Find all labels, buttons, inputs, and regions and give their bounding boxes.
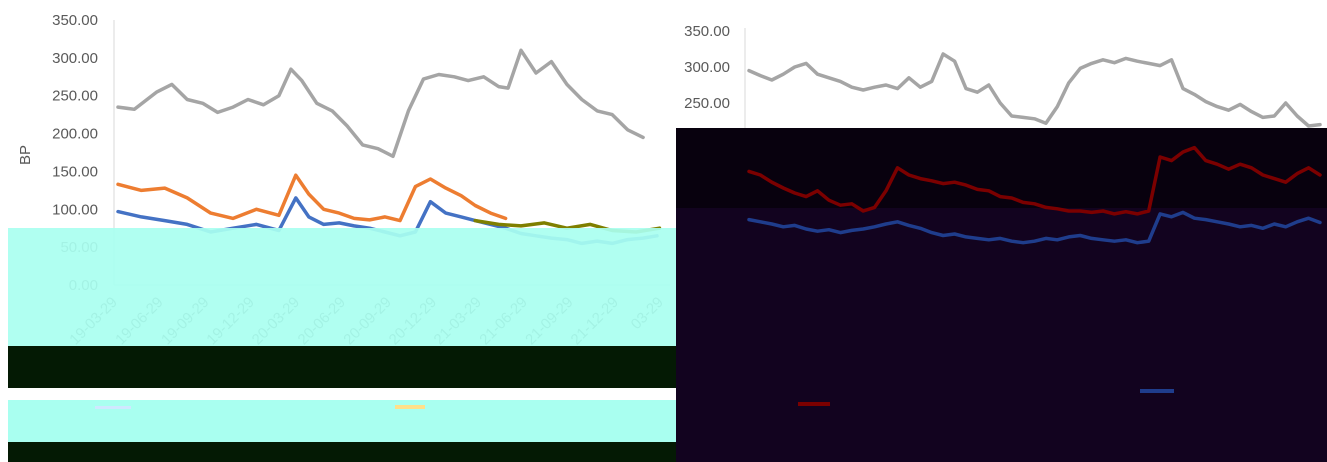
- glitch-overlays: [8, 128, 1327, 462]
- left-y-tick-label: 100.00: [52, 201, 98, 218]
- left-series-line-1: [116, 48, 645, 159]
- right-series-line-1: [747, 52, 1322, 128]
- black-overlay-block-bottom: [8, 442, 676, 462]
- right-series-line-3: [747, 210, 1322, 245]
- blue-legend-fragment: [1140, 389, 1174, 393]
- left-series-line-2: [116, 173, 508, 223]
- left-y-tick-label: 350.00: [52, 12, 98, 29]
- right-series-overlay-group: [747, 145, 1322, 245]
- left-y-axis-label: BP: [17, 145, 34, 165]
- left-y-tick-label: 200.00: [52, 126, 98, 143]
- left-y-tick-label: 250.00: [52, 88, 98, 105]
- right-y-tick-label: 350.00: [684, 23, 730, 40]
- right-series-line-2: [747, 145, 1322, 216]
- cyan-overlay-block: [8, 228, 676, 346]
- right-series-group: [747, 52, 1322, 128]
- black-overlay-block: [8, 346, 676, 388]
- red-legend-fragment: [798, 402, 830, 406]
- yellow-legend-fragment: [395, 405, 425, 409]
- dark-band-overlay: [676, 128, 1327, 208]
- left-y-tick-label: 300.00: [52, 50, 98, 67]
- left-y-tick-label: 150.00: [52, 163, 98, 180]
- right-y-tick-label: 250.00: [684, 95, 730, 112]
- light-legend-fragment: [95, 406, 131, 409]
- right-y-tick-label: 300.00: [684, 59, 730, 76]
- left-series-group: [116, 48, 662, 246]
